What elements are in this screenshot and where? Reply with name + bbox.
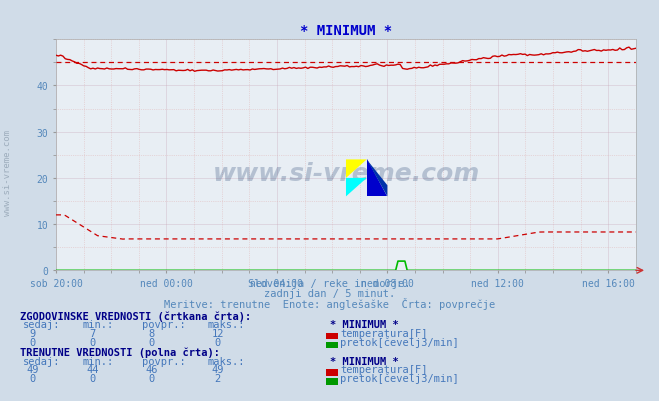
Text: 7: 7	[89, 328, 96, 338]
Polygon shape	[346, 178, 366, 197]
Text: 9: 9	[30, 328, 36, 338]
Text: povpr.:: povpr.:	[142, 320, 185, 330]
Text: 49: 49	[27, 365, 39, 375]
Text: 46: 46	[146, 365, 158, 375]
Text: zadnji dan / 5 minut.: zadnji dan / 5 minut.	[264, 289, 395, 299]
Text: povpr.:: povpr.:	[142, 356, 185, 366]
Text: 0: 0	[89, 337, 96, 347]
Text: 0: 0	[30, 373, 36, 383]
Title: * MINIMUM *: * MINIMUM *	[300, 24, 392, 38]
Text: ZGODOVINSKE VREDNOSTI (črtkana črta):: ZGODOVINSKE VREDNOSTI (črtkana črta):	[20, 310, 251, 321]
Text: 8: 8	[148, 328, 155, 338]
Text: sedaj:: sedaj:	[23, 356, 61, 366]
Text: Meritve: trenutne  Enote: anglešaške  Črta: povprečje: Meritve: trenutne Enote: anglešaške Črta…	[164, 297, 495, 309]
Text: maks.:: maks.:	[208, 356, 245, 366]
Text: 44: 44	[86, 365, 98, 375]
Text: 0: 0	[148, 373, 155, 383]
Text: pretok[čevelj3/min]: pretok[čevelj3/min]	[340, 373, 459, 383]
Text: www.si-vreme.com: www.si-vreme.com	[3, 130, 13, 215]
Text: 0: 0	[30, 337, 36, 347]
Text: pretok[čevelj3/min]: pretok[čevelj3/min]	[340, 337, 459, 347]
Polygon shape	[366, 160, 387, 197]
Text: 49: 49	[212, 365, 223, 375]
Polygon shape	[346, 160, 366, 178]
Text: * MINIMUM *: * MINIMUM *	[330, 320, 398, 330]
Text: 0: 0	[89, 373, 96, 383]
Text: www.si-vreme.com: www.si-vreme.com	[212, 162, 480, 186]
Polygon shape	[366, 160, 387, 197]
Text: 0: 0	[148, 337, 155, 347]
Text: sedaj:: sedaj:	[23, 320, 61, 330]
Text: 12: 12	[212, 328, 223, 338]
Text: Slovenija / reke in morje.: Slovenija / reke in morje.	[248, 279, 411, 289]
Text: 0: 0	[214, 337, 221, 347]
Text: temperatura[F]: temperatura[F]	[340, 328, 428, 338]
Text: * MINIMUM *: * MINIMUM *	[330, 356, 398, 366]
Text: TRENUTNE VREDNOSTI (polna črta):: TRENUTNE VREDNOSTI (polna črta):	[20, 346, 219, 357]
Text: temperatura[F]: temperatura[F]	[340, 365, 428, 375]
Text: 2: 2	[214, 373, 221, 383]
Text: min.:: min.:	[82, 320, 113, 330]
Text: min.:: min.:	[82, 356, 113, 366]
Text: maks.:: maks.:	[208, 320, 245, 330]
